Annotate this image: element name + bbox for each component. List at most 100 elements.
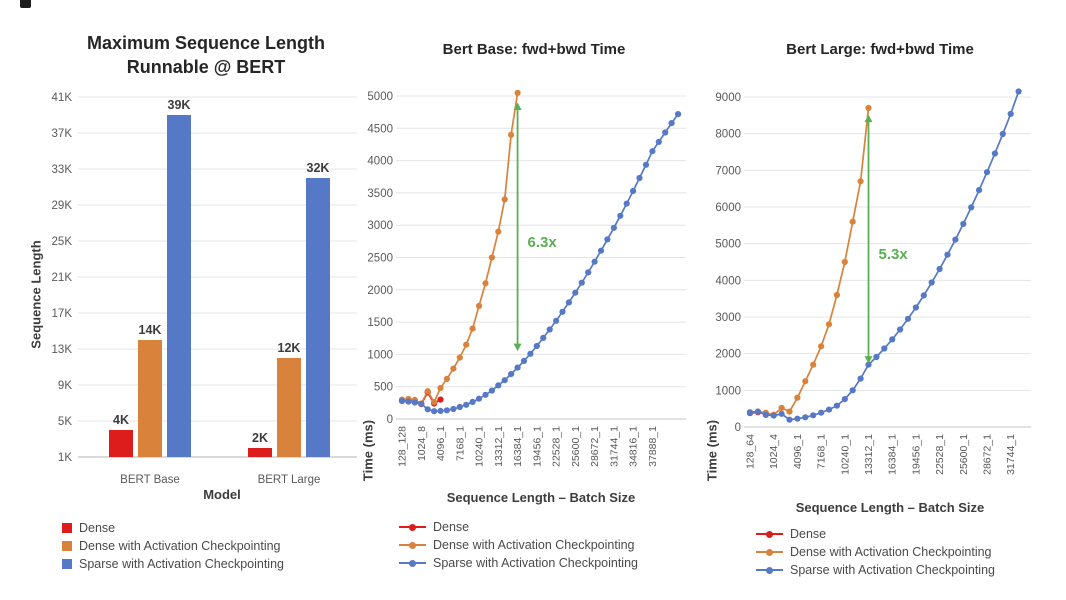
y-tick-label: 1500 xyxy=(367,317,393,329)
y-tick-label: 8000 xyxy=(715,129,741,141)
bar-value-label: 14K xyxy=(139,323,162,337)
y-tick-label: 3000 xyxy=(367,220,393,232)
series-line xyxy=(401,113,679,413)
bar-value-label: 39K xyxy=(168,98,191,112)
bert-large-chart-title: Bert Large: fwd+bwd Time xyxy=(786,41,974,58)
y-tick-label: 21K xyxy=(52,272,73,284)
y-tick-label: 13K xyxy=(52,344,73,356)
x-tick-label: 37888_1 xyxy=(647,426,659,467)
x-tick-label: 25600_1 xyxy=(958,434,970,475)
x-tick-label: 128_128 xyxy=(397,426,409,467)
legend-item-dense: Dense xyxy=(399,520,638,534)
dense-ac-line-marker-icon xyxy=(756,548,783,557)
dense-ac-line-marker-icon xyxy=(399,541,426,550)
y-tick-label: 3500 xyxy=(367,188,393,200)
x-tick-label: 7168_1 xyxy=(454,426,466,461)
y-tick-label: 5K xyxy=(58,416,72,428)
legend-label-dense: Dense xyxy=(790,527,827,541)
y-tick-label: 17K xyxy=(52,308,73,320)
bar-chart-legend: Dense Dense with Activation Checkpointin… xyxy=(62,521,284,571)
bar xyxy=(306,178,330,457)
bert-base-line-chart: 0 500 1000 1500 2000 2500 3000 3500 4000 4500 5000… xyxy=(367,89,686,467)
x-tick-label: 19456_1 xyxy=(531,426,543,467)
bert-large-legend: Dense Dense with Activation Checkpointin… xyxy=(756,527,995,577)
max-seq-length-bar-chart: 1K 5K 9K 13K 17K 21K 25K 29K 33K 37K 41K 4K 14K 39K BE… xyxy=(52,92,357,486)
x-tick-label: 28672_1 xyxy=(589,426,601,467)
series-line xyxy=(749,107,870,416)
bar-value-label: 32K xyxy=(307,161,330,175)
y-tick-label: 4500 xyxy=(367,123,393,135)
bar-value-label: 4K xyxy=(113,413,129,427)
bar-chart-x-axis-title: Model xyxy=(203,487,241,502)
x-category-label: BERT Base xyxy=(120,474,180,486)
bar-value-label: 2K xyxy=(252,431,268,445)
bar-chart-title-line1: Maximum Sequence Length xyxy=(86,33,326,53)
y-tick-label: 5000 xyxy=(715,239,741,251)
legend-item-dense-ac: Dense with Activation Checkpointing xyxy=(399,538,638,552)
y-tick-label: 7000 xyxy=(715,165,741,177)
bar xyxy=(248,448,272,457)
speedup-label: 6.3x xyxy=(528,234,558,251)
speedup-label: 5.3x xyxy=(879,246,909,263)
bar xyxy=(277,358,301,457)
x-tick-label: 31744_1 xyxy=(1005,434,1017,475)
legend-label-sparse-ac: Sparse with Activation Checkpointing xyxy=(433,556,638,570)
y-tick-label: 1000 xyxy=(715,385,741,397)
legend-label-dense: Dense xyxy=(433,520,470,534)
bar-value-label: 12K xyxy=(278,341,301,355)
arrowhead-down-icon xyxy=(864,356,873,364)
x-tick-label: 10240_1 xyxy=(839,434,851,475)
x-tick-label: 22528_1 xyxy=(551,426,563,467)
arrowhead-up-icon xyxy=(864,114,873,123)
y-tick-label: 500 xyxy=(374,382,393,394)
legend-label-dense-ac: Dense with Activation Checkpointing xyxy=(433,538,635,552)
y-tick-label: 9000 xyxy=(715,92,741,104)
y-tick-label: 3000 xyxy=(715,312,741,324)
legend-item-dense: Dense xyxy=(756,527,995,541)
x-tick-label: 13312_1 xyxy=(493,426,505,467)
series-dense_ac xyxy=(398,89,521,407)
y-tick-label: 37K xyxy=(52,128,73,140)
x-tick-label: 19456_1 xyxy=(910,434,922,475)
x-tick-label: 28672_1 xyxy=(982,434,994,475)
y-tick-label: 2500 xyxy=(367,253,393,265)
y-tick-label: 4000 xyxy=(715,275,741,287)
bar-chart-title: Maximum Sequence Length Runnable @ BERT xyxy=(66,31,346,79)
x-tick-label: 31744_1 xyxy=(608,426,620,467)
bar-chart-title-line2: Runnable @ BERT xyxy=(126,57,286,77)
speedup-arrow-annotation: 5.3x xyxy=(864,114,909,364)
x-tick-label: 16384_1 xyxy=(512,426,524,467)
x-tick-label: 4096_1 xyxy=(435,426,447,461)
x-tick-label: 13312_1 xyxy=(863,434,875,475)
y-tick-label: 1000 xyxy=(367,349,393,361)
y-tick-label: 4000 xyxy=(367,156,393,168)
x-tick-label: 10240_1 xyxy=(474,426,486,467)
series-sparse_ac xyxy=(746,88,1022,423)
legend-label-dense: Dense xyxy=(79,521,116,535)
x-tick-label: 22528_1 xyxy=(934,434,946,475)
y-tick-label: 0 xyxy=(735,422,741,434)
legend-label-sparse-ac: Sparse with Activation Checkpointing xyxy=(790,563,995,577)
legend-item-sparse-ac: Sparse with Activation Checkpointing xyxy=(62,557,284,571)
x-tick-label: 7168_1 xyxy=(816,434,828,469)
legend-item-dense: Dense xyxy=(62,521,284,535)
legend-label-dense-ac: Dense with Activation Checkpointing xyxy=(790,545,992,559)
x-category-label: BERT Large xyxy=(258,474,321,486)
bert-large-x-axis-title: Sequence Length – Batch Size xyxy=(795,500,985,515)
y-tick-label: 5000 xyxy=(367,91,393,103)
x-tick-label: 34816_1 xyxy=(628,426,640,467)
y-tick-label: 25K xyxy=(52,236,73,248)
top-edge-artifact xyxy=(20,0,31,8)
y-tick-label: 2000 xyxy=(715,349,741,361)
x-tick-label: 4096_1 xyxy=(792,434,804,469)
y-tick-label: 33K xyxy=(52,164,73,176)
sparse-ac-line-marker-icon xyxy=(399,559,426,568)
sparse-ac-swatch-icon xyxy=(62,559,72,569)
legend-item-sparse-ac: Sparse with Activation Checkpointing xyxy=(756,563,995,577)
series-sparse_ac xyxy=(398,111,682,415)
x-tick-label: 25600_1 xyxy=(570,426,582,467)
bar xyxy=(167,115,191,457)
dense-swatch-icon xyxy=(62,523,72,533)
